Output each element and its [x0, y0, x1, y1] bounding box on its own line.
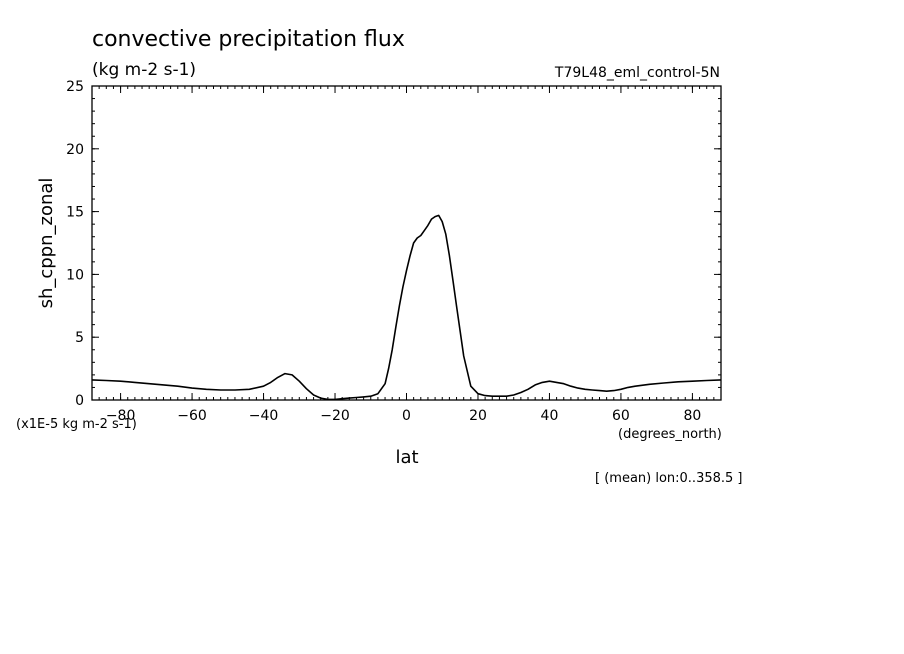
series-line: [91, 214, 722, 401]
y-tick-label: 5: [75, 330, 84, 346]
x-tick-label: 20: [469, 408, 487, 424]
plot-frame: [91, 85, 722, 401]
x-axis-label: lat: [395, 447, 418, 468]
x-tick-label: −60: [177, 408, 207, 424]
x-tick-label: 80: [683, 408, 701, 424]
y-tick-label: 0: [75, 393, 84, 409]
x-tick-label: 60: [612, 408, 630, 424]
x-tick-label: −40: [249, 408, 279, 424]
y-tick-label: 15: [66, 205, 84, 221]
footer-note: [ (mean) lon:0..358.5 ]: [595, 471, 743, 486]
y-axis-label: sh_cppn_zonal: [36, 178, 57, 309]
chart-units: (kg m-2 s-1): [92, 60, 196, 80]
run-label: T79L48_eml_control-5N: [554, 65, 720, 81]
chart-title: convective precipitation flux: [92, 27, 405, 52]
x-tick-label: −20: [320, 408, 350, 424]
y-tick-label: 20: [66, 142, 84, 158]
scale-note: (x1E-5 kg m-2 s-1): [16, 417, 137, 432]
x-tick-label: −80: [106, 408, 136, 424]
tick-labels-group: −80 −60 −40 −20 0 20 40 60 80 0 5 10 15 20 25: [66, 79, 701, 424]
x-tick-label: 0: [402, 408, 411, 424]
x-tick-label: 40: [541, 408, 559, 424]
y-tick-label: 25: [66, 79, 84, 95]
y-tick-label: 10: [66, 267, 84, 283]
ticks-group: [91, 85, 722, 401]
x-units-label: (degrees_north): [618, 427, 722, 442]
